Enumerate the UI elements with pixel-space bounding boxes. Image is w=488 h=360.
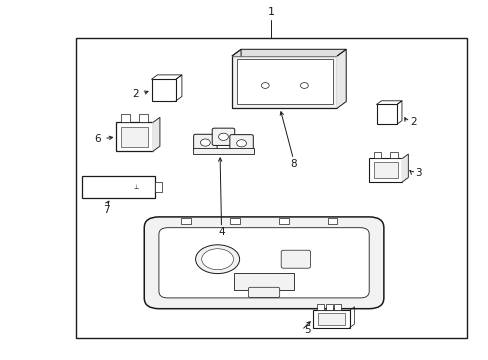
Text: 7: 7 [102,204,109,215]
FancyBboxPatch shape [281,250,310,268]
Text: ⊥: ⊥ [133,185,139,190]
Bar [121,114,130,122]
Polygon shape [402,154,407,182]
Circle shape [200,139,210,146]
Bar [373,162,397,178]
Text: 6: 6 [94,134,101,144]
Bar [312,310,349,328]
Circle shape [261,83,268,89]
Bar [278,218,288,224]
Text: 4: 4 [218,227,224,237]
FancyBboxPatch shape [212,128,234,145]
Bar [233,273,294,290]
Circle shape [218,133,228,140]
Polygon shape [153,117,160,151]
Bar [373,152,381,158]
Bar [116,122,153,151]
Bar [232,56,337,108]
Bar [76,38,466,338]
Bar [154,182,162,192]
Bar [317,313,344,325]
FancyBboxPatch shape [159,228,368,298]
Ellipse shape [202,249,233,270]
Text: 5: 5 [303,325,310,335]
Bar [334,304,341,310]
Polygon shape [232,49,346,56]
Ellipse shape [195,245,239,274]
Bar [82,176,154,198]
Text: 8: 8 [289,159,296,169]
FancyBboxPatch shape [248,287,279,297]
Bar [327,218,337,224]
Bar [181,218,190,224]
Bar [229,218,239,224]
Text: 2: 2 [132,89,139,99]
FancyBboxPatch shape [144,217,383,309]
Bar [368,158,402,182]
Bar [193,148,254,154]
Text: 2: 2 [409,117,416,127]
Bar [325,304,332,310]
Text: 3: 3 [414,168,421,178]
FancyBboxPatch shape [229,135,253,152]
Bar [376,104,396,124]
Bar [316,304,323,310]
FancyBboxPatch shape [193,134,217,151]
Circle shape [300,83,307,89]
Bar [389,152,397,158]
Bar [237,59,332,104]
Circle shape [236,140,246,147]
Bar [121,127,148,147]
Text: 1: 1 [267,7,274,17]
Bar [151,79,176,101]
Polygon shape [337,49,346,108]
Bar [139,114,148,122]
